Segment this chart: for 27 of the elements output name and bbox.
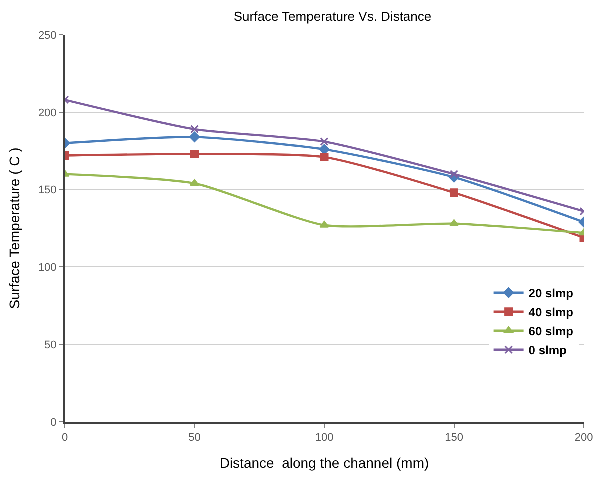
point [190, 125, 199, 134]
legend-label: 20 slmp [528, 286, 574, 301]
y-tick-label: 0 [50, 416, 57, 429]
chart-title: Surface Temperature Vs. Distance [234, 9, 432, 24]
point [450, 188, 458, 198]
y-tick-label: 50 [44, 339, 57, 352]
legend-label: 60 slmp [528, 324, 574, 339]
x-tick-label: 50 [188, 432, 201, 444]
point [320, 138, 329, 146]
legend-label: 0 slmp [528, 344, 567, 358]
x-tick-label: 100 [315, 432, 334, 444]
y-tick-label: 250 [38, 30, 57, 42]
legend-label: 40 slmp [528, 306, 574, 320]
y-axis-title: Surface Temperature ( C ) [6, 148, 23, 310]
x-axis-title: Distance along the channel (mm) [220, 455, 430, 471]
point [190, 179, 200, 186]
y-tick-label: 200 [38, 107, 57, 120]
x-tick-label: 0 [62, 432, 68, 444]
y-tick-label: 100 [38, 262, 57, 274]
y-tick-label: 150 [38, 184, 57, 197]
point [320, 153, 329, 162]
point [450, 170, 458, 179]
point [320, 221, 330, 228]
x-tick-label: 200 [574, 432, 594, 444]
point [190, 150, 199, 158]
x-tick-label: 150 [445, 432, 464, 444]
point [189, 132, 200, 142]
